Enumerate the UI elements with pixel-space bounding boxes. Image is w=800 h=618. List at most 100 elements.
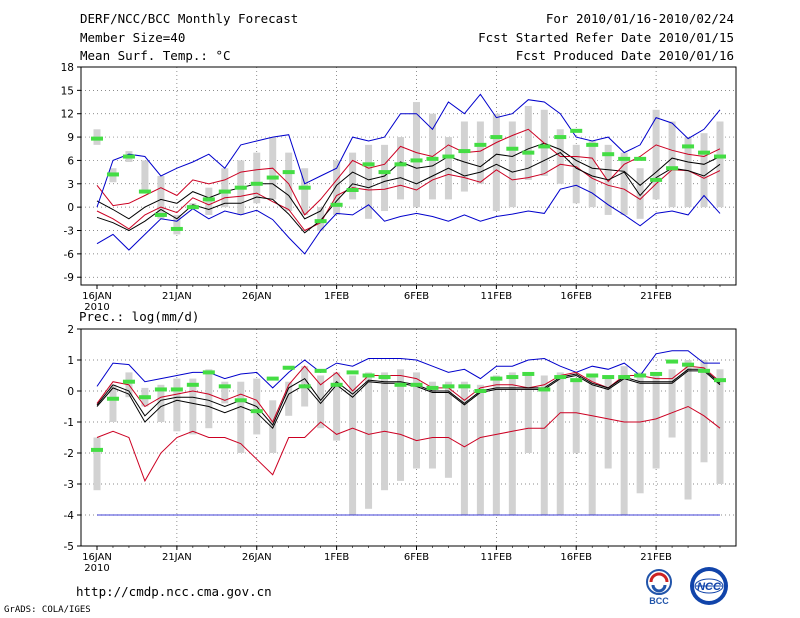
observation-marker [234, 398, 247, 403]
observation-marker [378, 375, 391, 380]
spread-box [492, 375, 500, 515]
observation-marker [474, 142, 487, 147]
y-tick-label: -5 [64, 541, 74, 553]
spread-box [349, 152, 357, 200]
spread-box [620, 366, 628, 515]
y-tick-label: 1 [67, 355, 74, 367]
observation-marker [282, 365, 295, 370]
spread-box [636, 372, 644, 494]
spread-box [381, 144, 389, 212]
observation-marker [522, 150, 535, 155]
spread-box [700, 360, 708, 463]
spread-box [604, 375, 612, 469]
observation-marker [634, 373, 647, 378]
ncc-logo-text: NCC [697, 581, 722, 593]
observation-marker [250, 409, 263, 414]
observation-marker [250, 181, 263, 186]
spread-box [540, 375, 548, 515]
spread-box [317, 207, 325, 231]
panel-frame [80, 328, 737, 547]
spread-box [588, 140, 596, 208]
spread-box [476, 121, 484, 184]
observation-marker [154, 212, 167, 217]
series-line-mean [96, 368, 721, 427]
observation-marker [554, 135, 567, 140]
observation-marker [682, 144, 695, 149]
spread-box [301, 168, 309, 215]
spread-box [492, 113, 500, 212]
spread-box [668, 121, 676, 208]
observation-marker [586, 373, 599, 378]
x-tick-label: 16FEB [560, 552, 592, 563]
spread-box [93, 437, 101, 491]
spread-box [684, 360, 692, 500]
observation-marker [314, 368, 327, 373]
spread-box [237, 381, 245, 453]
observation-marker [634, 156, 647, 161]
forecast-start-label: Fcst Started Refer Date 2010/01/15 [478, 30, 734, 45]
observation-marker [682, 362, 695, 367]
observation-marker [570, 128, 583, 133]
spread-box [652, 109, 660, 200]
spread-box [636, 168, 644, 219]
observation-marker [426, 385, 439, 390]
observation-marker [506, 375, 519, 380]
observation-marker [330, 382, 343, 387]
observation-marker [442, 154, 455, 159]
spread-box [700, 133, 708, 208]
spread-box [221, 381, 229, 404]
spread-box [285, 381, 293, 416]
y-tick-label: -6 [64, 249, 75, 261]
spread-box [556, 372, 564, 515]
grads-credit: GrADS: COLA/IGES [4, 605, 91, 615]
spread-box [109, 384, 117, 422]
observation-marker [570, 378, 583, 383]
y-tick-label: 0 [67, 386, 74, 398]
observation-marker [170, 387, 183, 392]
member-size-label: Member Size=40 [80, 30, 186, 45]
observation-marker [618, 156, 631, 161]
x-year-label: 2010 [84, 563, 109, 574]
y-tick-label: 0 [67, 202, 74, 214]
observation-marker [266, 175, 279, 180]
observation-marker [138, 395, 151, 400]
spread-box [508, 121, 516, 208]
spread-box [269, 400, 277, 453]
spread-box [572, 381, 580, 453]
observation-marker [538, 144, 551, 149]
observation-marker [426, 156, 439, 161]
spread-box [460, 381, 468, 515]
source-url[interactable]: http://cmdp.ncc.cma.gov.cn [76, 584, 272, 599]
spread-box [508, 372, 516, 515]
observation-marker [154, 387, 167, 392]
spread-box [668, 369, 676, 438]
series-line-mean [96, 142, 721, 220]
bcc-logo: BCC [646, 569, 672, 606]
observation-marker [714, 154, 726, 159]
observation-marker [218, 189, 231, 194]
x-tick-label: 16JAN [82, 552, 112, 563]
x-tick-label: 21JAN [162, 552, 192, 563]
spread-box [173, 378, 181, 432]
x-tick-label: 26JAN [242, 552, 272, 563]
observation-marker [314, 219, 327, 224]
observation-marker [666, 166, 679, 171]
spread-box [684, 137, 692, 208]
observation-marker [202, 370, 215, 375]
spread-box [365, 144, 373, 219]
panel-frame [80, 66, 737, 286]
series-line-min [96, 151, 721, 234]
observation-marker [218, 384, 231, 389]
observation-marker [554, 375, 567, 380]
observation-marker [106, 172, 119, 177]
series-line-env_max [96, 93, 721, 208]
series-line-p10 [96, 163, 721, 232]
spread-box [365, 372, 373, 509]
x-year-label: 2010 [84, 302, 109, 313]
spread-box [524, 105, 532, 180]
observation-marker [650, 177, 663, 182]
observation-marker [538, 387, 551, 392]
observation-marker [122, 379, 135, 384]
series-line-p10 [96, 405, 721, 483]
observation-marker [698, 150, 711, 155]
